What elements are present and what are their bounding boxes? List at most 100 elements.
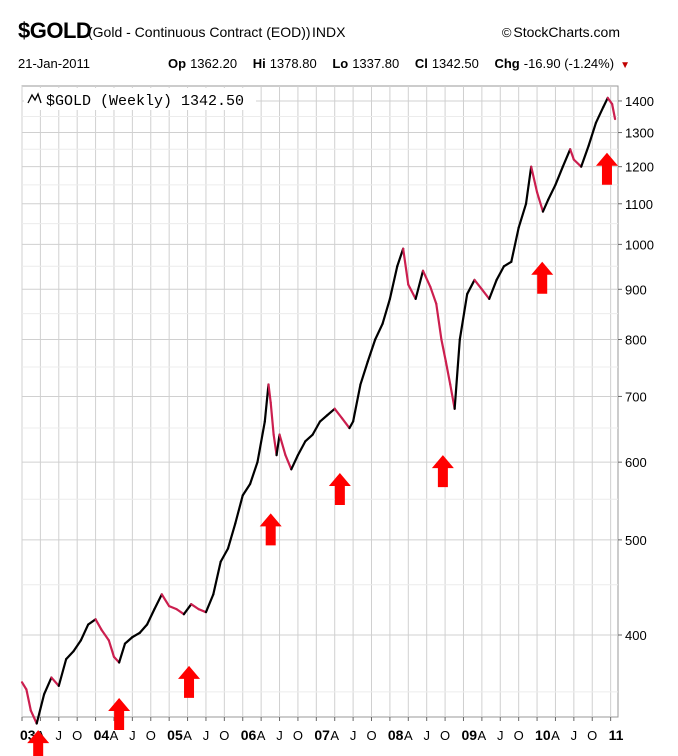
ticker-symbol: $GOLD — [18, 18, 92, 43]
price-segment — [535, 191, 545, 213]
red-up-arrow-icon — [531, 261, 554, 294]
price-segment — [175, 608, 185, 616]
price-segment — [458, 292, 469, 341]
price-segment — [100, 628, 110, 642]
x-tick-label: A — [404, 728, 413, 743]
x-tick-label: J — [571, 728, 578, 743]
open-value: 1362.20 — [190, 56, 238, 71]
price-segment — [131, 631, 141, 639]
price-segment — [160, 593, 171, 608]
price-segment — [145, 608, 156, 626]
price-segment — [435, 302, 443, 341]
red-up-arrow-icon — [328, 472, 351, 505]
price-segment — [296, 440, 307, 457]
price-segment — [554, 165, 564, 186]
price-segment — [65, 650, 75, 661]
x-tick-label: O — [293, 728, 303, 743]
price-segment — [414, 269, 425, 300]
price-segment — [587, 121, 598, 147]
copyright-icon: © — [501, 25, 512, 40]
price-segment — [35, 693, 46, 725]
y-tick-label: 400 — [625, 628, 647, 643]
price-segment — [352, 383, 362, 423]
x-tick-label: 05 — [167, 727, 183, 743]
y-tick-label: 1100 — [625, 197, 653, 212]
low-value: 1337.80 — [352, 56, 400, 71]
price-segment — [517, 202, 528, 229]
price-segment — [204, 593, 215, 614]
price-segment — [366, 338, 377, 363]
price-segment — [226, 522, 237, 550]
price-segment — [20, 681, 28, 691]
price-segment — [57, 658, 68, 687]
price-segment — [421, 269, 432, 289]
x-tick-label: J — [350, 728, 357, 743]
exchange-label: INDX — [312, 24, 346, 40]
x-tick-label: O — [72, 728, 82, 743]
x-tick-label: 07 — [314, 727, 330, 743]
down-triangle-icon: ▼ — [620, 60, 630, 71]
x-tick-label: J — [276, 728, 283, 743]
x-tick-label: 10 — [535, 727, 551, 743]
red-up-arrow-icon — [431, 455, 454, 488]
change-label: Chg — [494, 56, 520, 71]
price-segment — [429, 285, 438, 305]
price-segment — [256, 420, 266, 464]
price-segment — [79, 623, 90, 642]
price-segment — [107, 639, 116, 658]
x-tick-label: 09 — [461, 727, 477, 743]
red-up-arrow-icon — [178, 665, 201, 698]
price-segment — [118, 642, 127, 664]
price-segment — [94, 618, 103, 631]
price-segment — [546, 183, 557, 202]
price-segment — [572, 158, 583, 168]
price-segment — [284, 454, 293, 471]
price-segment — [304, 433, 314, 443]
red-up-arrow-icon — [108, 698, 131, 731]
x-tick-label: A — [551, 728, 560, 743]
price-segment — [348, 420, 355, 430]
x-tick-label: A — [330, 728, 339, 743]
close-label: Cl — [414, 56, 428, 71]
high-label: Hi — [252, 56, 266, 71]
quote-bar: Op 1362.20 Hi 1378.80 Lo 1337.80 Cl 1342.50 … — [168, 56, 630, 71]
price-segment — [267, 383, 272, 404]
price-segment — [541, 198, 550, 213]
brand-label[interactable]: © StockCharts.com — [502, 24, 620, 40]
price-segment — [388, 265, 399, 300]
x-tick-label: 11 — [609, 727, 624, 743]
price-segment — [42, 676, 53, 696]
red-up-arrow-icon — [595, 152, 618, 185]
y-tick-label: 1200 — [625, 160, 654, 175]
chart-header: $GOLD (Gold - Continuous Contract (EOD))… — [0, 0, 678, 84]
price-segment — [374, 322, 384, 341]
price-segment — [138, 623, 149, 634]
price-segment — [190, 603, 200, 611]
price-segment — [168, 605, 178, 611]
price-segment — [153, 593, 163, 611]
x-tick-label: O — [587, 728, 597, 743]
price-segment — [510, 226, 520, 263]
x-tick-label: A — [478, 728, 487, 743]
price-segment — [248, 461, 259, 486]
y-tick-label: 1400 — [625, 94, 654, 109]
x-tick-label: A — [257, 728, 266, 743]
x-tick-label: J — [129, 728, 136, 743]
price-segment — [263, 383, 270, 423]
price-segment — [524, 165, 533, 205]
price-segment — [326, 407, 336, 417]
price-segment — [480, 288, 491, 300]
price-segment — [29, 709, 38, 725]
x-tick-label: A — [110, 728, 119, 743]
price-segment — [290, 454, 300, 471]
quote-date: 21-Jan-2011 — [18, 56, 91, 71]
x-tick-label: O — [366, 728, 376, 743]
red-up-arrow-icon — [27, 730, 50, 756]
price-segment — [407, 283, 417, 300]
price-segment — [396, 247, 405, 268]
x-tick-label: 06 — [241, 727, 257, 743]
y-tick-label: 800 — [625, 333, 647, 348]
x-tick-label: J — [497, 728, 504, 743]
price-segment — [611, 102, 617, 121]
price-segment — [561, 148, 572, 168]
